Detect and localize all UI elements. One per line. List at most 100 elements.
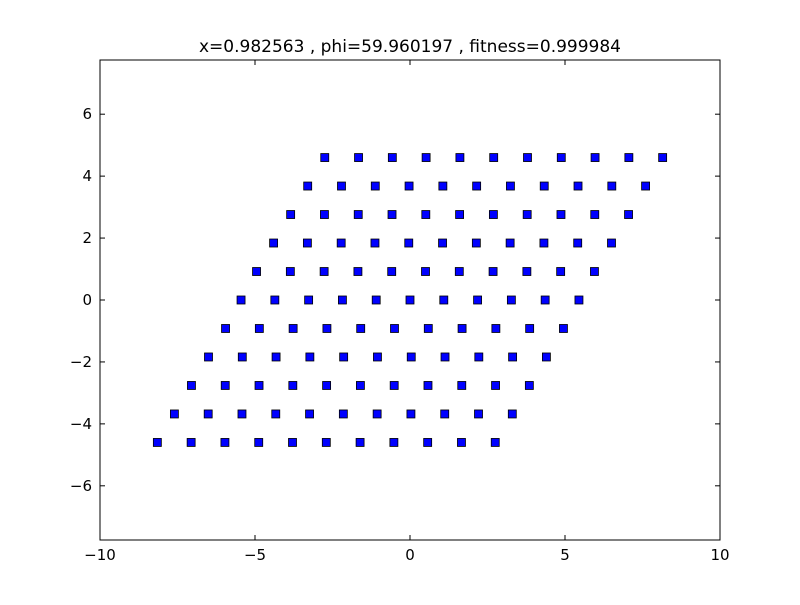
data-point xyxy=(473,295,482,305)
data-point xyxy=(305,409,314,419)
y-tick-label: −2 xyxy=(70,353,92,371)
x-tick-label: 0 xyxy=(405,546,415,564)
data-point xyxy=(590,153,600,162)
data-point xyxy=(389,381,399,390)
data-point xyxy=(406,409,416,419)
data-point xyxy=(236,295,246,305)
y-tick-label: 6 xyxy=(82,105,92,123)
data-point xyxy=(490,438,500,447)
data-point xyxy=(438,181,448,191)
data-point xyxy=(488,210,498,219)
data-point xyxy=(387,267,397,276)
data-point xyxy=(440,352,450,362)
data-point xyxy=(338,295,347,305)
data-point xyxy=(607,238,616,248)
data-point xyxy=(439,295,449,305)
data-point xyxy=(355,438,365,447)
data-point xyxy=(252,267,261,276)
data-point xyxy=(353,210,363,219)
data-point xyxy=(421,153,431,162)
data-point xyxy=(387,210,397,219)
data-point xyxy=(270,295,280,305)
data-point xyxy=(559,324,568,333)
data-point xyxy=(204,352,213,362)
data-point xyxy=(556,153,566,162)
data-point xyxy=(454,267,464,276)
data-point xyxy=(304,295,314,305)
data-point xyxy=(339,352,349,362)
x-tick-label: 10 xyxy=(710,546,729,564)
data-point xyxy=(237,409,247,419)
data-point xyxy=(455,153,465,162)
data-point xyxy=(254,324,264,333)
data-points xyxy=(152,153,668,447)
y-tick-label: −6 xyxy=(70,477,92,495)
data-point xyxy=(254,381,264,390)
data-point xyxy=(491,324,501,333)
data-point xyxy=(641,181,650,191)
data-point xyxy=(322,324,332,333)
data-point xyxy=(474,409,483,419)
data-point xyxy=(390,324,399,333)
data-point xyxy=(285,267,295,276)
data-point xyxy=(522,210,532,219)
data-point xyxy=(457,438,466,447)
data-point xyxy=(373,352,382,362)
data-point xyxy=(423,438,433,447)
data-point xyxy=(169,409,179,419)
data-point xyxy=(322,381,332,390)
x-tick-label: −10 xyxy=(84,546,116,564)
data-point xyxy=(421,267,430,276)
data-point xyxy=(524,381,534,390)
data-point xyxy=(507,409,517,419)
data-point xyxy=(320,210,329,219)
chart-title: x=0.982563 , phi=59.960197 , fitness=0.9… xyxy=(199,37,621,57)
data-point xyxy=(288,438,297,447)
data-point xyxy=(540,295,550,305)
data-point xyxy=(522,267,532,276)
data-point xyxy=(355,381,365,390)
y-tick-label: 0 xyxy=(82,291,92,309)
data-point xyxy=(556,267,566,276)
data-point xyxy=(389,438,399,447)
data-point xyxy=(271,352,281,362)
data-point xyxy=(271,409,281,419)
data-point xyxy=(338,409,348,419)
data-point xyxy=(356,324,366,333)
data-point xyxy=(387,153,397,162)
data-point xyxy=(336,238,346,248)
data-point xyxy=(624,153,634,162)
axis-ticks: −10 −5 0 5 10 −6 −4 −2 0 2 4 6 xyxy=(70,60,730,564)
data-point xyxy=(220,381,230,390)
data-point xyxy=(286,210,296,219)
x-tick-label: −5 xyxy=(244,546,266,564)
data-point xyxy=(488,267,498,276)
data-point xyxy=(624,210,633,219)
data-point xyxy=(303,181,313,191)
data-point xyxy=(574,295,584,305)
data-point xyxy=(269,238,279,248)
data-point xyxy=(337,181,346,191)
data-point xyxy=(254,438,264,447)
data-point xyxy=(404,181,414,191)
data-point xyxy=(440,409,450,419)
data-point xyxy=(590,210,600,219)
data-point xyxy=(421,210,431,219)
y-tick-label: −4 xyxy=(70,415,92,433)
data-point xyxy=(472,181,482,191)
data-point xyxy=(457,381,467,390)
data-point xyxy=(152,438,162,447)
data-point xyxy=(220,438,230,447)
data-point xyxy=(491,381,500,390)
data-point xyxy=(489,153,499,162)
x-tick-label: 5 xyxy=(560,546,570,564)
data-point xyxy=(590,267,599,276)
data-point xyxy=(556,210,566,219)
data-point xyxy=(320,153,330,162)
data-point xyxy=(302,238,312,248)
data-point xyxy=(371,295,381,305)
data-point xyxy=(404,238,414,248)
data-point xyxy=(319,267,329,276)
